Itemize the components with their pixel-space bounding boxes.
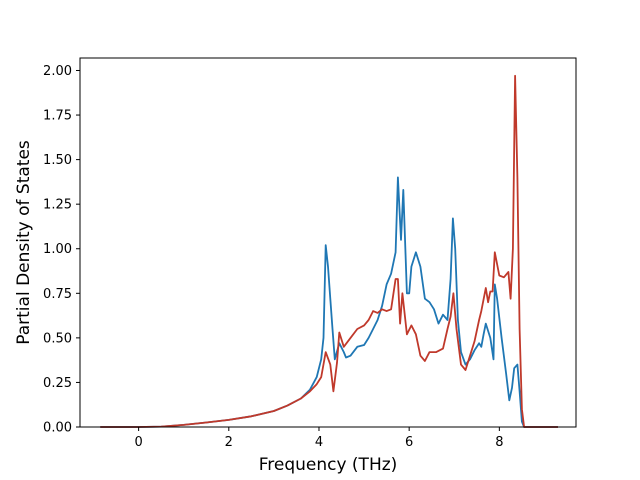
x-tick-label: 0	[134, 435, 142, 450]
x-tick-label: 6	[405, 435, 413, 450]
x-axis-label: Frequency (THz)	[259, 455, 398, 475]
series-line-2	[100, 74, 558, 428]
y-tick-label: 1.75	[43, 109, 72, 124]
y-tick-label: 2.00	[43, 64, 72, 79]
x-tick-label: 2	[225, 435, 233, 450]
y-tick-label: 0.00	[43, 421, 72, 436]
x-tick-label: 4	[315, 435, 323, 450]
x-axis: 0 2 4 6 8	[134, 427, 503, 450]
y-tick-label: 0.50	[43, 331, 72, 346]
plot-frame	[79, 57, 577, 428]
y-tick-label: 1.50	[43, 153, 72, 168]
y-tick-label: 0.75	[43, 287, 72, 302]
x-tick-label: 8	[495, 435, 503, 450]
y-axis-label: Partial Density of States	[14, 140, 34, 345]
series-layer	[100, 74, 558, 428]
y-tick-label: 1.25	[43, 198, 72, 213]
y-tick-label: 0.25	[43, 376, 72, 391]
y-tick-label: 1.00	[43, 242, 72, 257]
y-axis: 0.00 0.25 0.50 0.75 1.00 1.25 1.50 1.75 2.00	[43, 64, 80, 436]
series-line-1	[100, 176, 558, 428]
